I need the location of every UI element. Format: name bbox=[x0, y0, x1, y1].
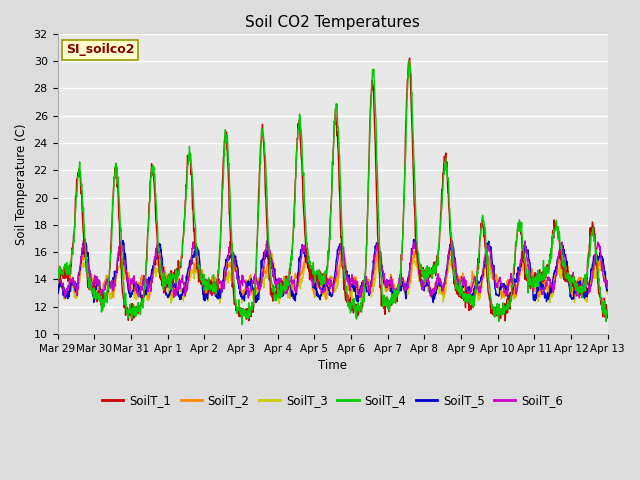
SoilT_6 bbox=[419, 277, 426, 283]
SoilT_1 bbox=[163, 279, 170, 285]
Line: SoilT_1: SoilT_1 bbox=[58, 58, 608, 321]
SoilT_1 bbox=[419, 271, 426, 276]
Line: SoilT_3: SoilT_3 bbox=[58, 254, 608, 304]
SoilT_6 bbox=[54, 280, 61, 286]
SoilT_1 bbox=[237, 306, 245, 312]
SoilT_1 bbox=[54, 264, 61, 269]
SoilT_5 bbox=[410, 237, 418, 242]
X-axis label: Time: Time bbox=[318, 359, 347, 372]
SoilT_5 bbox=[177, 295, 184, 301]
Y-axis label: Soil Temperature (C): Soil Temperature (C) bbox=[15, 123, 28, 245]
Line: SoilT_6: SoilT_6 bbox=[58, 240, 608, 298]
Text: SI_soilco2: SI_soilco2 bbox=[66, 43, 134, 57]
SoilT_4 bbox=[491, 305, 499, 311]
Line: SoilT_2: SoilT_2 bbox=[58, 250, 608, 301]
SoilT_3 bbox=[491, 275, 499, 281]
SoilT_5 bbox=[54, 283, 61, 289]
SoilT_2 bbox=[419, 285, 426, 291]
SoilT_1 bbox=[406, 55, 413, 61]
SoilT_3 bbox=[163, 281, 170, 287]
SoilT_4 bbox=[405, 58, 413, 63]
SoilT_1 bbox=[490, 306, 498, 312]
SoilT_3 bbox=[176, 286, 184, 291]
SoilT_4 bbox=[238, 322, 246, 328]
SoilT_2 bbox=[491, 273, 499, 279]
SoilT_4 bbox=[540, 271, 547, 276]
SoilT_2 bbox=[54, 274, 61, 280]
SoilT_4 bbox=[604, 311, 612, 317]
SoilT_1 bbox=[604, 313, 612, 319]
SoilT_6 bbox=[177, 280, 184, 286]
SoilT_6 bbox=[238, 278, 246, 284]
SoilT_2 bbox=[303, 247, 310, 252]
SoilT_3 bbox=[237, 292, 245, 298]
SoilT_1 bbox=[501, 318, 509, 324]
SoilT_3 bbox=[419, 280, 426, 286]
SoilT_2 bbox=[604, 284, 612, 289]
SoilT_3 bbox=[54, 283, 61, 288]
SoilT_6 bbox=[490, 277, 498, 283]
SoilT_2 bbox=[346, 298, 354, 304]
SoilT_5 bbox=[419, 282, 426, 288]
SoilT_4 bbox=[54, 281, 61, 287]
SoilT_3 bbox=[275, 301, 283, 307]
SoilT_2 bbox=[540, 280, 547, 286]
SoilT_4 bbox=[237, 306, 245, 312]
SoilT_4 bbox=[419, 274, 426, 280]
SoilT_2 bbox=[163, 275, 170, 280]
SoilT_5 bbox=[604, 287, 612, 292]
SoilT_6 bbox=[80, 238, 88, 243]
SoilT_2 bbox=[176, 283, 184, 289]
SoilT_3 bbox=[375, 251, 383, 257]
SoilT_5 bbox=[238, 295, 246, 301]
SoilT_1 bbox=[176, 262, 184, 268]
Legend: SoilT_1, SoilT_2, SoilT_3, SoilT_4, SoilT_5, SoilT_6: SoilT_1, SoilT_2, SoilT_3, SoilT_4, Soil… bbox=[97, 389, 568, 412]
SoilT_4 bbox=[176, 259, 184, 265]
SoilT_5 bbox=[491, 280, 499, 286]
SoilT_6 bbox=[575, 295, 583, 301]
SoilT_5 bbox=[100, 302, 108, 308]
SoilT_1 bbox=[540, 279, 547, 285]
SoilT_3 bbox=[540, 281, 547, 287]
Line: SoilT_4: SoilT_4 bbox=[58, 60, 608, 325]
SoilT_6 bbox=[163, 285, 171, 290]
SoilT_3 bbox=[604, 291, 612, 297]
SoilT_5 bbox=[540, 283, 547, 289]
SoilT_6 bbox=[604, 282, 612, 288]
SoilT_2 bbox=[237, 288, 245, 294]
SoilT_5 bbox=[163, 291, 171, 297]
SoilT_6 bbox=[539, 289, 547, 295]
Line: SoilT_5: SoilT_5 bbox=[58, 240, 608, 305]
Title: Soil CO2 Temperatures: Soil CO2 Temperatures bbox=[245, 15, 420, 30]
SoilT_4 bbox=[163, 278, 170, 284]
